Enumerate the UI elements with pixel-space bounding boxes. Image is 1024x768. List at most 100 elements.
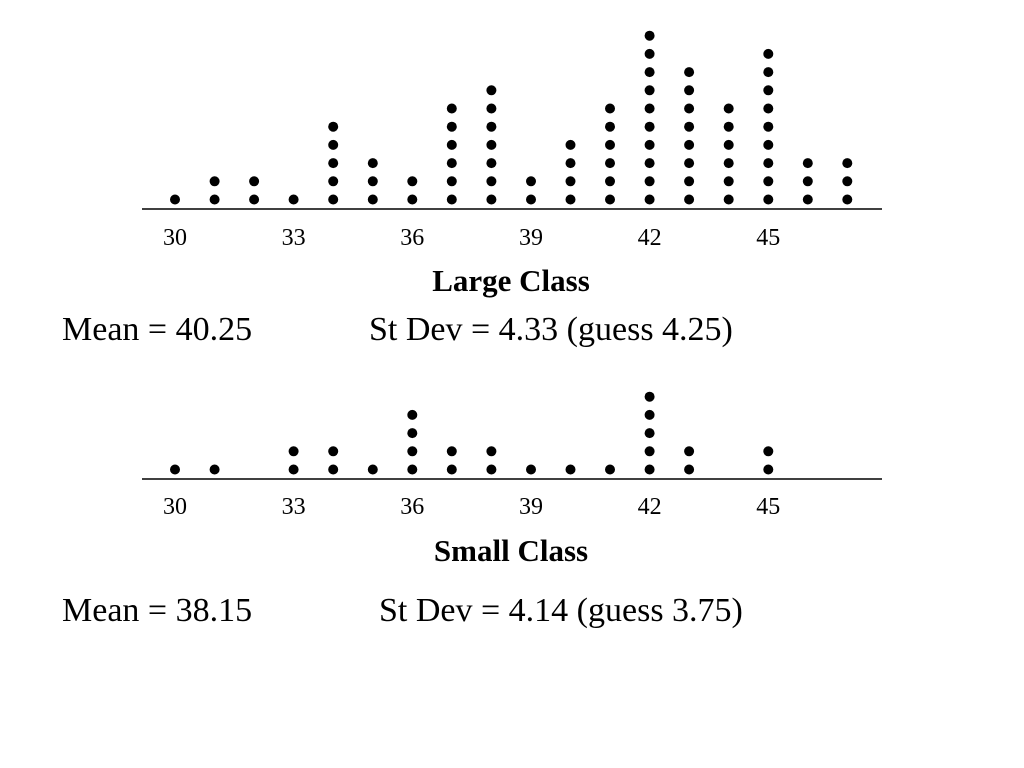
small-class-dot: [407, 464, 418, 475]
large-class-dot: [763, 103, 774, 114]
large-class-dot: [446, 176, 457, 187]
small-class-dot: [170, 464, 180, 475]
small-class-dot: [644, 428, 655, 439]
large-class-dot: [763, 85, 774, 96]
large-class-dot: [684, 176, 695, 187]
large-class-dot: [486, 176, 497, 187]
small-class-dot: [763, 464, 774, 475]
large-class-dot: [842, 158, 853, 169]
large-class-dot: [842, 194, 853, 205]
large-class-dot: [565, 158, 576, 169]
small-class-dot: [486, 464, 497, 475]
small-class-dot: [605, 464, 615, 475]
large-class-dot: [249, 176, 260, 187]
large-class-dot: [367, 158, 378, 169]
large-class-dot: [170, 194, 180, 205]
small-class-dot: [644, 409, 655, 420]
large-class-tick-label: 33: [282, 225, 306, 251]
small-class-dot: [288, 464, 299, 475]
large-class-dot: [723, 103, 734, 114]
small-class-tick-label: 33: [282, 494, 306, 520]
small-class-title: Small Class: [434, 533, 588, 568]
large-class-dot: [526, 194, 536, 205]
small-class-dot: [565, 464, 576, 475]
small-class-dot: [209, 464, 220, 475]
small-class-dot: [684, 464, 695, 475]
large-class-dot: [763, 194, 774, 205]
large-class-dot: [328, 158, 339, 169]
large-class-tick-label: 45: [756, 225, 780, 251]
large-class-dot: [486, 139, 497, 150]
small-class-dot: [288, 446, 299, 457]
large-class-dot: [407, 176, 418, 187]
small-class-tick-label: 45: [756, 494, 780, 520]
large-class-dot: [723, 158, 734, 169]
small-class-dot: [644, 391, 655, 402]
large-class-dot: [249, 194, 260, 205]
large-class-dot: [763, 67, 774, 78]
large-class-dot: [723, 176, 734, 187]
large-class-dot: [328, 176, 339, 187]
large-class-dot: [684, 139, 695, 150]
large-class-dot: [486, 121, 497, 132]
large-class-dot: [565, 139, 576, 150]
large-class-dot: [644, 103, 655, 114]
large-class-dot: [644, 176, 655, 187]
large-class-dot: [446, 194, 457, 205]
small-class-dot: [763, 446, 774, 457]
small-class-dot: [407, 409, 418, 420]
large-class-dot: [328, 194, 339, 205]
small-class-dot: [328, 464, 339, 475]
large-class-dot: [565, 194, 576, 205]
large-class-dot: [367, 194, 378, 205]
large-class-dot: [684, 194, 695, 205]
large-class-dot: [644, 67, 655, 78]
large-class-dot: [446, 103, 457, 114]
small-class-tick-label: 30: [163, 494, 187, 520]
large-class-dot: [684, 103, 695, 114]
small-class-dot: [367, 464, 378, 475]
small-class-dot: [407, 428, 418, 439]
large-class-dot: [644, 48, 655, 59]
large-class-dot: [684, 85, 695, 96]
small-class-tick-label: 39: [519, 494, 543, 520]
small-class-dot: [644, 464, 655, 475]
large-class-dot: [842, 176, 853, 187]
large-class-dot: [328, 121, 339, 132]
large-class-dot: [684, 121, 695, 132]
large-class-dot: [644, 194, 655, 205]
large-class-dot: [605, 139, 615, 150]
large-class-dot: [723, 194, 734, 205]
large-class-title: Large Class: [432, 263, 590, 298]
large-class-dot: [565, 176, 576, 187]
large-class-dot: [446, 139, 457, 150]
large-class-dot: [605, 176, 615, 187]
large-class-dot: [209, 194, 220, 205]
small-class-dot-plot: 30 33 36 39 42 45 Small Class: [142, 391, 882, 568]
large-class-dot: [446, 158, 457, 169]
large-class-tick-label: 39: [519, 225, 543, 251]
large-class-dot: [644, 30, 655, 41]
small-class-dot: [446, 446, 457, 457]
large-class-dot: [486, 158, 497, 169]
small-class-dot: [446, 464, 457, 475]
small-class-dot: [526, 464, 536, 475]
large-class-dot: [644, 158, 655, 169]
large-class-dot: [446, 121, 457, 132]
large-class-dot: [763, 139, 774, 150]
large-class-dot-plot: 30 33 36 39 42 45 Large Class: [142, 30, 882, 298]
large-class-dot: [684, 67, 695, 78]
small-class-dot: [407, 446, 418, 457]
large-class-dot: [644, 139, 655, 150]
small-class-dot: [684, 446, 695, 457]
small-class-dot: [486, 446, 497, 457]
large-class-dot: [605, 121, 615, 132]
large-class-dot: [288, 194, 299, 205]
large-class-dot: [486, 103, 497, 114]
large-class-tick-label: 36: [400, 225, 424, 251]
large-class-dot: [802, 176, 813, 187]
large-class-dot: [209, 176, 220, 187]
small-class-stdev: St Dev = 4.14 (guess 3.75): [379, 592, 743, 629]
large-class-dot: [763, 48, 774, 59]
